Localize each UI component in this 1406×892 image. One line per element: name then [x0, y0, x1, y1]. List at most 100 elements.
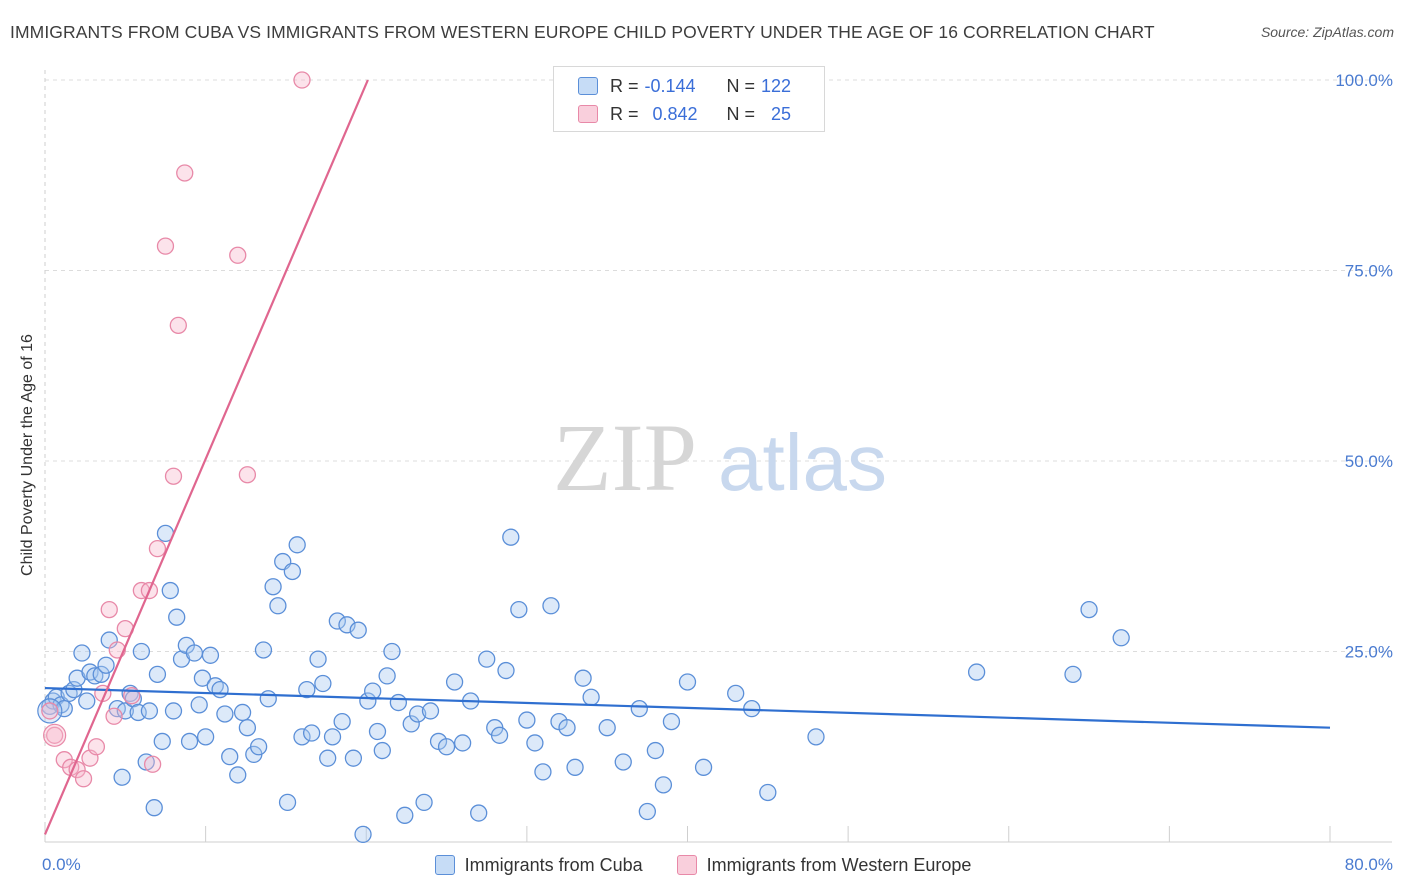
point-cuba: [470, 804, 488, 822]
legend-label-cuba: Immigrants from Cuba: [464, 854, 643, 875]
point-cuba: [185, 644, 204, 662]
chart-title: IMMIGRANTS FROM CUBA VS IMMIGRANTS FROM …: [10, 22, 1155, 42]
gridlines: [44, 70, 1392, 843]
series-cuba: [37, 524, 1130, 844]
point-cuba: [378, 667, 396, 685]
point-cuba: [630, 700, 648, 718]
point-cuba: [1064, 665, 1082, 684]
legend-r-value-weurope: 0.842: [652, 103, 698, 124]
point-weurope: [143, 755, 162, 773]
trend-line-weurope: [43, 79, 369, 835]
legend-item-weurope: Immigrants from Western Europe: [676, 852, 971, 878]
point-weurope: [74, 770, 93, 788]
point-cuba: [542, 597, 560, 615]
point-cuba: [526, 734, 544, 752]
point-cuba: [368, 722, 387, 741]
legend-row-cuba: R = -0.144 N = 122: [578, 73, 791, 99]
point-cuba: [323, 728, 342, 746]
point-cuba: [383, 642, 401, 661]
point-weurope: [105, 707, 123, 725]
legend-n-label: N =: [726, 103, 756, 124]
point-cuba: [180, 732, 199, 751]
point-cuba: [145, 799, 163, 817]
legend-swatch-weurope: [578, 105, 598, 123]
point-cuba: [328, 612, 346, 630]
x-tick-label-max: 80.0%: [1345, 855, 1393, 874]
point-cuba: [216, 705, 234, 723]
point-cuba: [349, 621, 367, 639]
point-cuba: [354, 825, 372, 844]
point-cuba: [566, 758, 584, 776]
watermark-zip: ZIP: [553, 404, 697, 511]
point-cuba: [646, 741, 665, 760]
stats-legend: R = -0.144 N = 122 R = 0.842 N = 25: [553, 66, 825, 132]
point-cuba: [140, 702, 159, 720]
y-tick-labels: 25.0% 50.0% 75.0% 100.0%: [1335, 71, 1393, 662]
point-cuba: [967, 663, 986, 681]
point-cuba: [654, 776, 673, 794]
point-weurope: [229, 246, 247, 264]
point-cuba: [201, 646, 220, 664]
point-cuba: [373, 741, 391, 760]
point-cuba: [153, 732, 171, 751]
point-cuba: [221, 748, 239, 766]
point-cuba: [582, 688, 600, 706]
point-cuba: [264, 578, 282, 596]
point-weurope: [156, 237, 175, 255]
point-weurope: [45, 726, 64, 744]
point-cuba: [558, 719, 576, 737]
legend-n-value-cuba: 122: [761, 75, 792, 96]
point-cuba: [78, 692, 96, 710]
legend-swatch-cuba: [434, 855, 455, 875]
point-cuba: [319, 749, 337, 767]
point-cuba: [1080, 600, 1098, 619]
point-cuba: [238, 719, 257, 737]
point-cuba: [233, 703, 252, 722]
watermark-atlas: atlas: [718, 418, 887, 507]
point-cuba: [1112, 629, 1130, 647]
point-cuba: [288, 536, 306, 554]
legend-swatch-weurope: [676, 855, 697, 875]
point-cuba: [249, 738, 268, 756]
watermark: ZIP atlas: [553, 404, 887, 511]
point-cuba: [445, 673, 464, 691]
point-cuba: [254, 641, 273, 659]
point-cuba: [638, 802, 656, 821]
point-cuba: [168, 608, 186, 626]
point-cuba: [97, 656, 115, 674]
y-tick-label: 100.0%: [1335, 71, 1393, 90]
point-cuba: [598, 719, 616, 737]
point-cuba: [278, 793, 297, 812]
point-cuba: [298, 680, 316, 699]
legend-r-value-cuba: -0.144: [644, 75, 696, 96]
point-cuba: [148, 665, 167, 684]
point-cuba: [727, 684, 745, 703]
point-cuba: [614, 753, 632, 771]
trend-line-cuba: [44, 686, 1331, 729]
point-cuba: [502, 528, 520, 546]
point-weurope: [87, 738, 106, 756]
point-cuba: [164, 702, 183, 720]
legend-n-label: N =: [726, 75, 756, 96]
point-cuba: [662, 712, 681, 731]
point-cuba: [490, 726, 509, 744]
x-tick-label-min: 0.0%: [42, 855, 81, 874]
point-cuba: [518, 711, 536, 729]
point-cuba: [478, 650, 496, 668]
point-cuba: [453, 734, 472, 752]
point-cuba: [574, 669, 592, 687]
point-weurope: [148, 539, 167, 558]
point-cuba: [259, 690, 277, 708]
point-cuba: [92, 665, 110, 684]
series-legend: Immigrants from Cuba Immigrants from Wes…: [0, 852, 1406, 878]
point-cuba: [694, 758, 713, 776]
point-cuba: [534, 763, 552, 781]
point-cuba: [389, 693, 408, 712]
point-weurope: [100, 600, 118, 619]
point-cuba: [302, 724, 321, 742]
trend-lines: [43, 79, 1331, 835]
legend-r-label: R =: [610, 103, 639, 124]
legend-n-value-weurope: 25: [771, 103, 792, 124]
point-cuba: [437, 738, 456, 756]
